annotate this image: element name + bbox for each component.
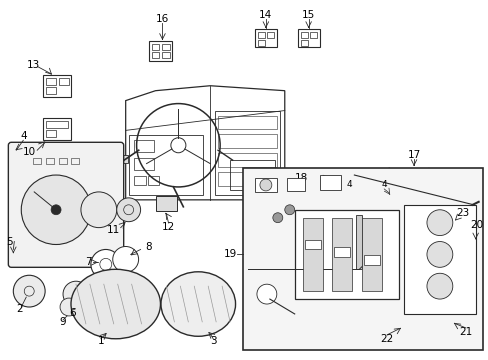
Text: 23: 23	[455, 208, 468, 218]
Bar	[297, 29, 319, 47]
Circle shape	[256, 284, 276, 304]
Bar	[46, 130, 56, 137]
Text: 21: 21	[458, 327, 471, 337]
Circle shape	[170, 138, 185, 153]
Text: 15: 15	[302, 10, 315, 20]
Bar	[266, 32, 273, 38]
Circle shape	[426, 210, 452, 235]
Circle shape	[13, 275, 45, 307]
Circle shape	[426, 273, 452, 299]
Bar	[218, 153, 276, 167]
Bar	[151, 44, 159, 50]
Bar	[118, 155, 127, 163]
Text: 7: 7	[85, 257, 92, 267]
Text: 16: 16	[156, 14, 169, 24]
Bar	[286, 178, 304, 191]
Bar	[46, 121, 68, 129]
Text: 14: 14	[259, 10, 272, 20]
Text: 1: 1	[97, 336, 104, 346]
Bar	[254, 29, 276, 47]
Bar	[59, 78, 69, 85]
Circle shape	[51, 205, 61, 215]
Bar	[300, 40, 307, 46]
Circle shape	[272, 213, 282, 223]
Bar	[215, 111, 279, 195]
Text: 17: 17	[407, 150, 420, 160]
Circle shape	[426, 242, 452, 267]
Bar	[362, 218, 382, 291]
Circle shape	[91, 249, 121, 279]
FancyBboxPatch shape	[8, 142, 123, 267]
Text: 8: 8	[145, 243, 152, 252]
Ellipse shape	[161, 272, 235, 336]
Text: 2: 2	[16, 304, 22, 314]
Bar	[294, 210, 398, 299]
Text: 12: 12	[162, 222, 175, 231]
Bar	[155, 196, 177, 211]
Bar	[403, 205, 475, 314]
Circle shape	[113, 247, 138, 272]
Bar	[46, 158, 54, 164]
Bar	[230, 160, 274, 190]
Bar	[46, 87, 56, 94]
Text: 19: 19	[223, 249, 236, 260]
Text: 22: 22	[380, 334, 393, 344]
Bar	[147, 176, 159, 185]
Bar	[300, 32, 307, 38]
Circle shape	[311, 170, 327, 186]
Bar	[218, 134, 276, 148]
Circle shape	[117, 198, 141, 222]
Bar	[133, 158, 153, 170]
Bar	[133, 140, 153, 152]
Bar	[162, 52, 170, 58]
Bar	[257, 32, 264, 38]
Bar	[59, 158, 67, 164]
Bar	[304, 239, 320, 249]
Circle shape	[21, 175, 91, 244]
Text: 20: 20	[469, 220, 482, 230]
Text: 18: 18	[294, 173, 307, 183]
Bar	[148, 41, 172, 61]
Text: 3: 3	[209, 336, 216, 346]
Bar	[162, 44, 170, 50]
Bar	[319, 175, 341, 190]
Bar	[33, 158, 41, 164]
Text: 4: 4	[381, 180, 386, 189]
Text: 6: 6	[69, 308, 76, 318]
Bar	[243, 168, 482, 350]
Bar	[151, 52, 159, 58]
Bar	[133, 176, 145, 185]
Bar	[128, 135, 203, 195]
Bar	[332, 218, 352, 291]
Bar	[364, 255, 380, 265]
Circle shape	[409, 176, 427, 194]
Circle shape	[284, 205, 294, 215]
Bar	[309, 32, 316, 38]
Bar	[218, 116, 276, 129]
Bar	[71, 158, 79, 164]
Bar	[218, 172, 276, 186]
Circle shape	[81, 192, 117, 228]
Text: 10: 10	[22, 147, 36, 157]
Text: 13: 13	[26, 60, 40, 70]
Circle shape	[260, 179, 271, 191]
Text: 5: 5	[6, 237, 13, 247]
Ellipse shape	[71, 269, 160, 339]
Text: 11: 11	[107, 225, 120, 235]
Circle shape	[60, 298, 78, 316]
Bar	[257, 40, 264, 46]
Circle shape	[63, 281, 89, 307]
Bar	[302, 218, 322, 291]
Bar	[43, 75, 71, 96]
Bar	[43, 118, 71, 140]
Bar	[334, 247, 350, 257]
Text: 9: 9	[60, 317, 66, 327]
Text: 4: 4	[346, 180, 351, 189]
Bar	[46, 78, 56, 85]
Bar	[254, 178, 276, 192]
Bar	[356, 215, 362, 269]
Text: 4: 4	[20, 131, 26, 141]
